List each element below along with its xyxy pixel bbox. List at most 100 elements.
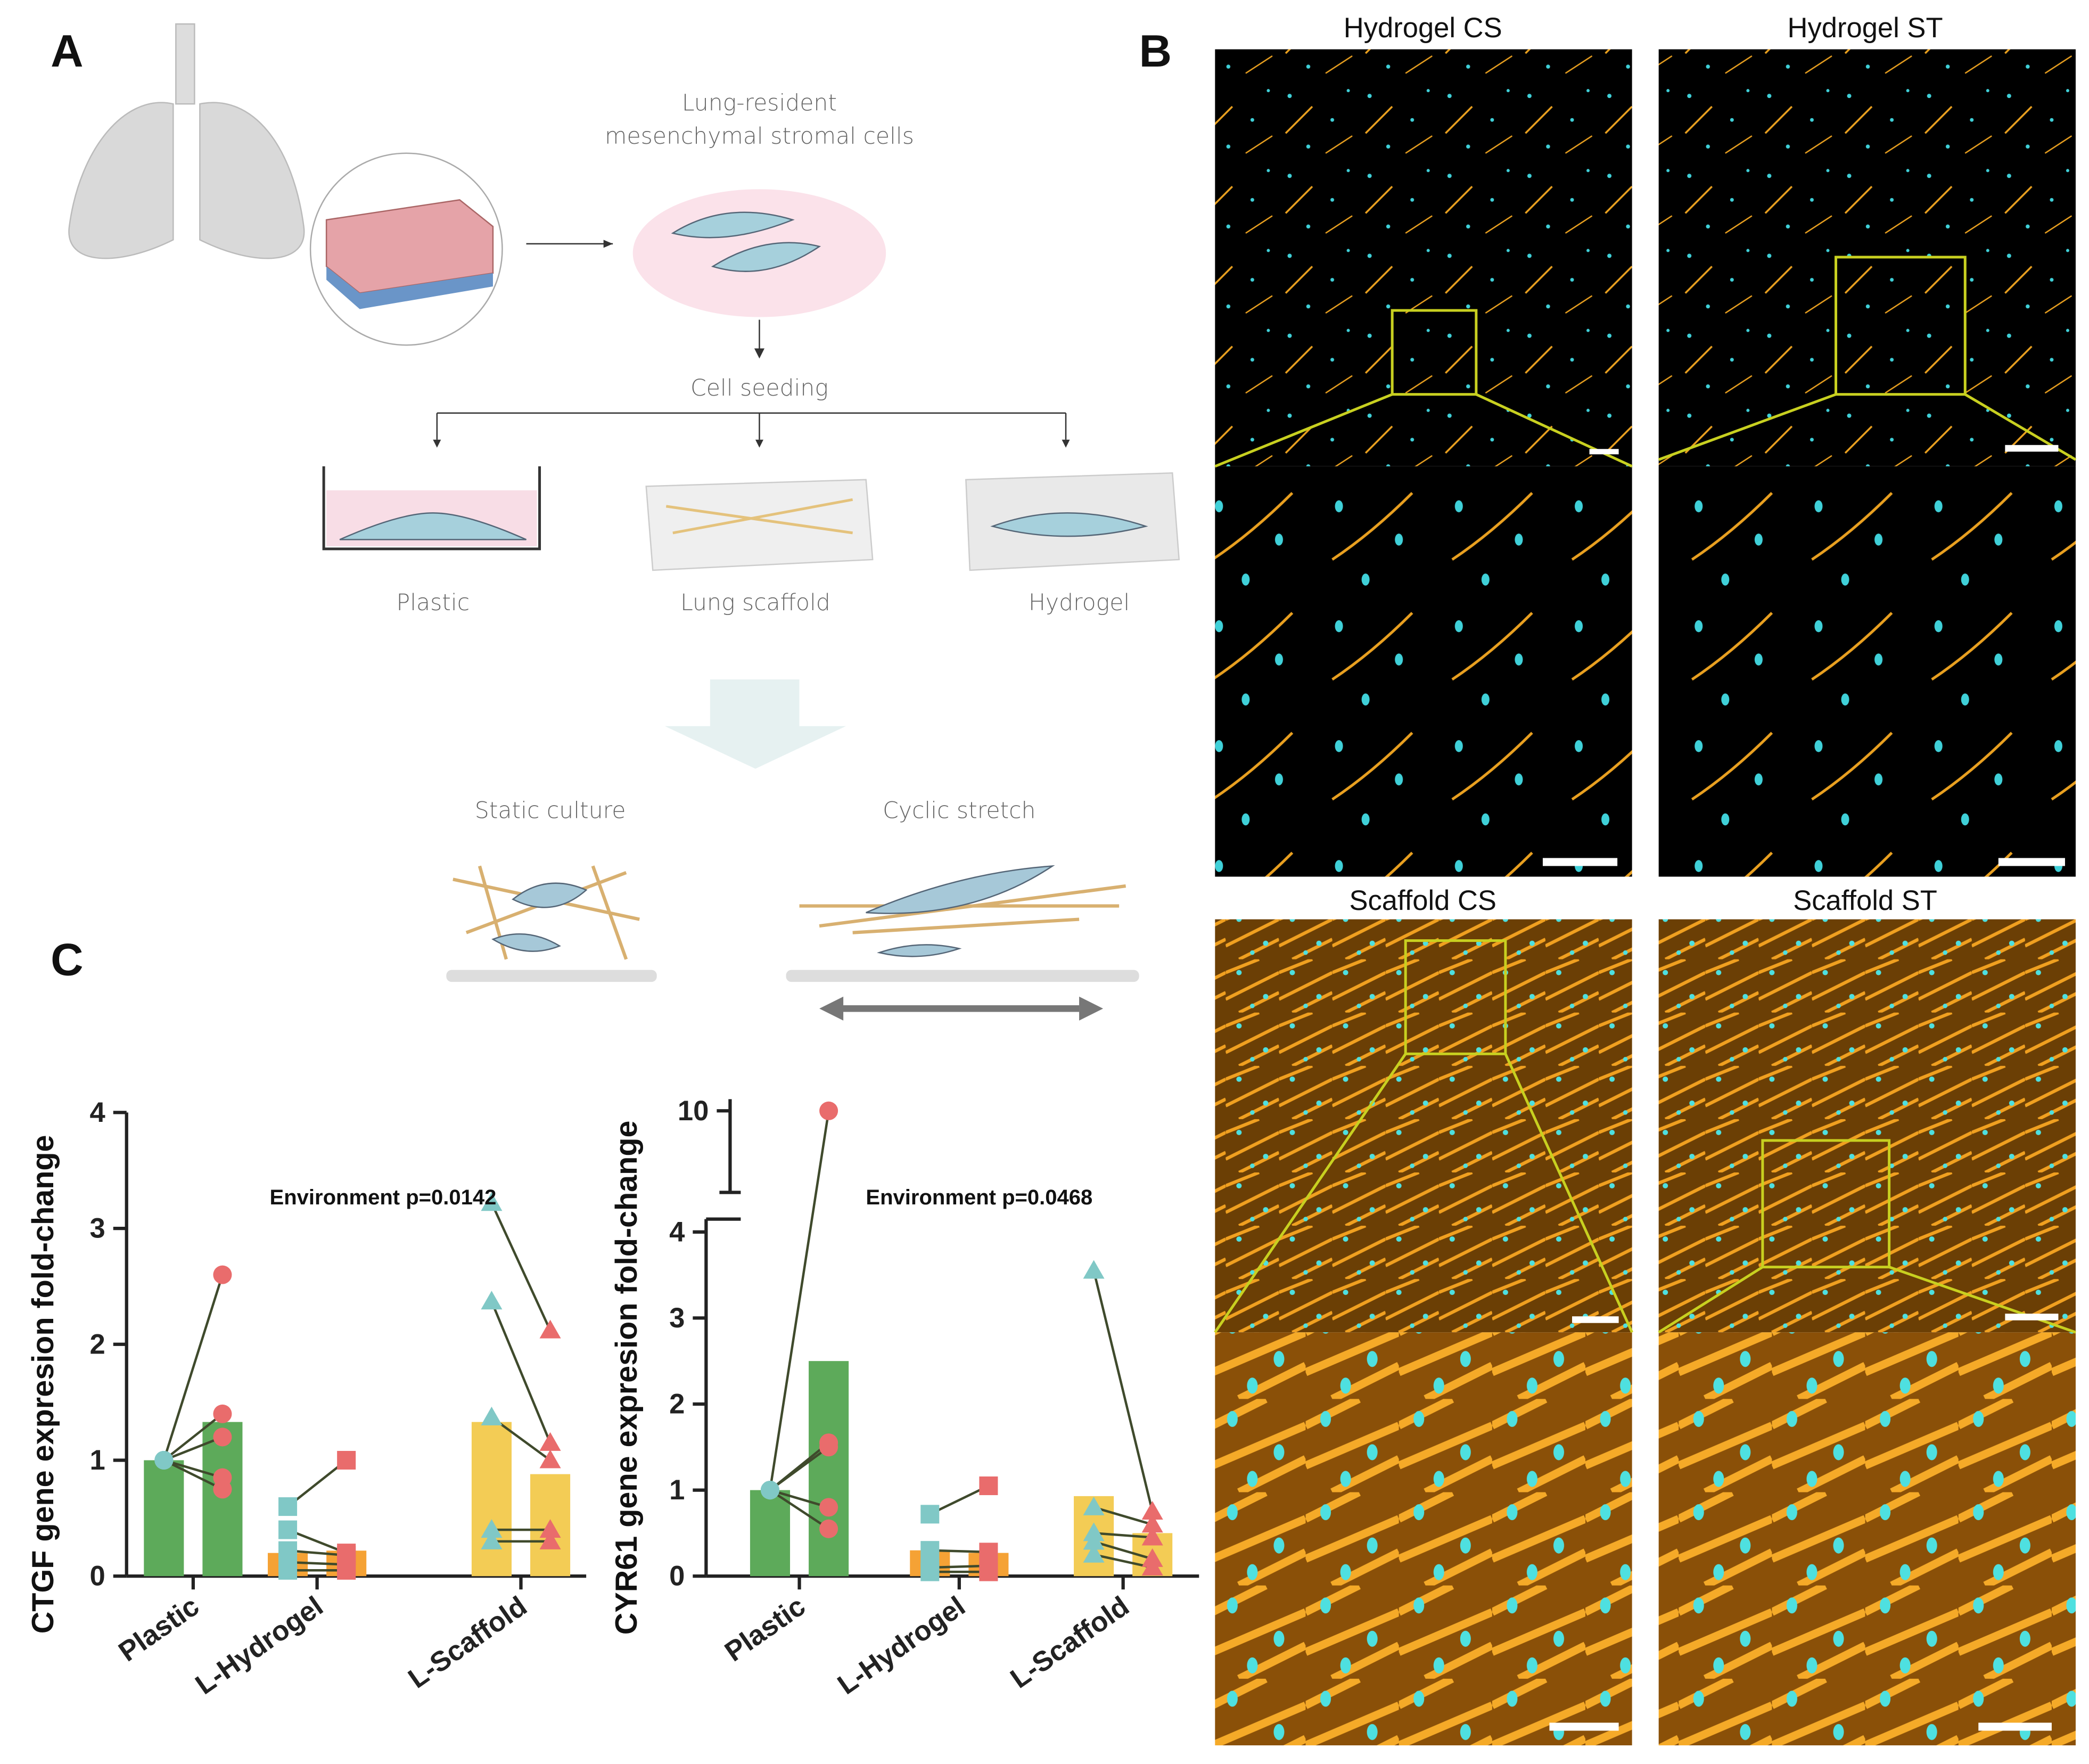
point xyxy=(481,1530,503,1549)
image xyxy=(1658,466,2076,877)
image xyxy=(1215,466,1632,877)
y-tick-label: 0 xyxy=(669,1561,685,1592)
point xyxy=(819,1519,838,1538)
point xyxy=(1141,1527,1163,1546)
trachea xyxy=(175,23,195,105)
pair-line xyxy=(490,1202,552,1331)
point xyxy=(213,1404,232,1423)
dish xyxy=(322,466,541,551)
cell xyxy=(339,512,527,540)
point xyxy=(213,1427,232,1447)
point xyxy=(920,1562,940,1581)
bar xyxy=(750,1490,791,1577)
image-title: Hydrogel ST xyxy=(1788,12,1943,44)
y-tick-label: 4 xyxy=(669,1216,685,1248)
point xyxy=(539,1319,561,1339)
substrate xyxy=(786,970,1139,982)
arrow xyxy=(754,319,764,359)
point xyxy=(1083,1496,1105,1515)
y-tick-label: 1 xyxy=(669,1474,685,1506)
label: Cell seeding xyxy=(690,375,828,401)
label: Cyclic stretch xyxy=(883,798,1035,824)
pair-line xyxy=(930,1549,989,1554)
pair-line xyxy=(769,1489,829,1509)
pair-line xyxy=(1093,1532,1153,1539)
pair-line xyxy=(1093,1506,1153,1526)
arrow-heads xyxy=(433,439,1070,448)
y-tick-label: 2 xyxy=(669,1389,685,1420)
x-tick-label: L-Scaffold xyxy=(1005,1590,1134,1695)
bar xyxy=(202,1422,243,1577)
pair-line xyxy=(287,1561,347,1566)
point xyxy=(1141,1557,1163,1576)
label: Lung-resident xyxy=(682,91,837,117)
tissue-base xyxy=(326,266,493,309)
pair-line xyxy=(287,1529,347,1554)
pair-line xyxy=(769,1489,829,1530)
point xyxy=(213,1265,232,1284)
bar xyxy=(471,1422,512,1577)
lung-right xyxy=(199,102,305,259)
image xyxy=(1215,919,1632,1333)
image xyxy=(1215,49,1632,466)
point xyxy=(819,1438,838,1457)
label: Plastic xyxy=(397,590,470,616)
x-tick-label: L-Hydrogel xyxy=(190,1590,328,1701)
pair-line xyxy=(769,1446,829,1491)
point xyxy=(920,1541,940,1560)
pair-line xyxy=(287,1459,348,1508)
point xyxy=(481,1406,503,1425)
point xyxy=(1141,1500,1163,1520)
point xyxy=(760,1481,779,1500)
pair-line xyxy=(490,1301,552,1443)
point xyxy=(979,1562,998,1581)
zoom-boxes xyxy=(1214,256,2077,1334)
x-tick-label: Plastic xyxy=(113,1590,205,1668)
pair-line xyxy=(163,1459,223,1479)
annotation: Environment p=0.0468 xyxy=(866,1186,1092,1209)
cells xyxy=(491,882,588,952)
point xyxy=(920,1505,940,1524)
fibers xyxy=(665,498,853,535)
cell xyxy=(990,512,1148,537)
pair-line xyxy=(287,1549,347,1557)
image xyxy=(1658,1332,2076,1745)
micrographs: Hydrogel CS Hydrogel ST Scaffold CS Scaf… xyxy=(1214,12,2077,1745)
panel-label: B xyxy=(1139,26,1172,77)
point xyxy=(1083,1531,1105,1550)
image xyxy=(1215,1332,1632,1745)
y-tick-label: 0 xyxy=(89,1561,105,1592)
x-tick-label: L-Scaffold xyxy=(402,1590,532,1695)
panel-label: A xyxy=(51,26,83,77)
image-title: Scaffold ST xyxy=(1793,885,1937,916)
image xyxy=(1658,919,2076,1333)
label: Lung scaffold xyxy=(680,590,830,616)
image-title: Hydrogel CS xyxy=(1344,12,1502,44)
point xyxy=(539,1519,561,1538)
lung-left xyxy=(68,102,174,259)
panel-label: C xyxy=(51,935,83,986)
branches xyxy=(436,412,1067,440)
diagram: Lung-resident mesenchymal stromal cells … xyxy=(68,23,1180,1021)
point xyxy=(278,1561,298,1580)
image-title: Scaffold CS xyxy=(1349,885,1496,916)
bar xyxy=(809,1361,849,1577)
point xyxy=(481,1192,503,1211)
annotation: Environment p=0.0142 xyxy=(270,1186,497,1209)
point xyxy=(337,1450,356,1470)
point xyxy=(278,1520,298,1539)
pair-line xyxy=(163,1413,224,1462)
scaffold xyxy=(645,479,874,571)
point xyxy=(539,1432,561,1451)
y-tick-label: 2 xyxy=(89,1328,105,1360)
x-tick-label: Plastic xyxy=(719,1590,811,1668)
y-tick-label: 1 xyxy=(89,1445,105,1476)
pair-line xyxy=(163,1459,223,1490)
point xyxy=(1141,1514,1163,1533)
point xyxy=(539,1530,561,1549)
point xyxy=(1083,1544,1105,1563)
pair-line xyxy=(162,1274,224,1461)
point xyxy=(154,1450,174,1470)
